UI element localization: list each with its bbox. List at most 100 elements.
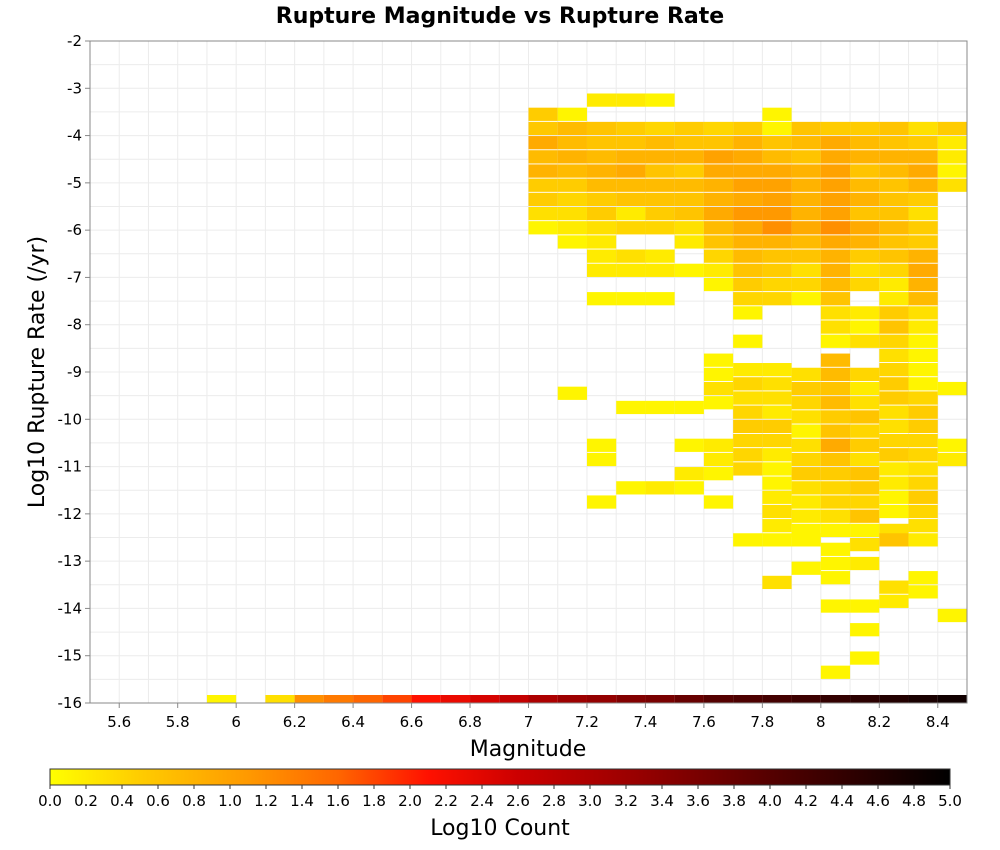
heatmap-cell	[850, 121, 880, 136]
heatmap-cell	[908, 150, 938, 164]
heatmap-cell	[879, 292, 909, 306]
heatmap-cell	[703, 178, 734, 192]
heatmap-cell	[674, 400, 704, 415]
heatmap-cell	[850, 537, 880, 552]
heatmap-cell	[820, 221, 851, 235]
colorbar-tick-label: 1.6	[326, 792, 350, 810]
heatmap-cell	[850, 150, 880, 164]
heatmap-cell	[791, 121, 821, 136]
heatmap-cell	[908, 334, 938, 348]
chart-title: Rupture Magnitude vs Rupture Rate	[276, 4, 724, 29]
heatmap-cell	[850, 623, 880, 637]
heatmap-cell	[908, 377, 938, 391]
heatmap-cell	[762, 192, 792, 207]
heatmap-cell	[762, 150, 792, 164]
heatmap-cell	[733, 150, 763, 164]
colorbar-label: Log10 Count	[430, 816, 570, 841]
heatmap-cell	[703, 381, 734, 396]
colorbar-tick-label: 1.8	[362, 792, 386, 810]
heatmap-cell	[586, 93, 617, 107]
heatmap-cell-bottom-row	[265, 695, 295, 703]
heatmap-cell	[762, 462, 792, 476]
colorbar	[49, 768, 951, 786]
heatmap-cell	[820, 178, 851, 192]
heatmap-cell	[850, 599, 880, 613]
colorbar-tick-label: 1.0	[218, 792, 242, 810]
heatmap-cell	[557, 192, 587, 207]
heatmap-cell	[908, 405, 938, 419]
heatmap-cell	[733, 306, 763, 320]
heatmap-cell	[645, 192, 675, 207]
heatmap-cell-bottom-row	[908, 695, 938, 703]
x-tick-label: 8.4	[926, 713, 950, 731]
heatmap-cell	[879, 263, 909, 277]
colorbar-tick-label: 3.4	[650, 792, 674, 810]
colorbar-tick-label: 0.4	[110, 792, 134, 810]
heatmap-cell-bottom-row	[353, 695, 383, 703]
heatmap-cell	[791, 221, 821, 235]
heatmap-cell	[850, 136, 880, 150]
heatmap-cell	[820, 438, 851, 452]
heatmap-cell	[762, 433, 792, 448]
heatmap-cell	[850, 495, 880, 509]
heatmap-cell	[586, 249, 617, 263]
y-tick-label: -5	[67, 174, 82, 192]
colorbar-tick-label: 4.4	[830, 792, 854, 810]
x-tick-label: 6.4	[341, 713, 365, 731]
heatmap-cell	[908, 433, 938, 448]
heatmap-cell	[879, 419, 909, 433]
heatmap-cell	[820, 353, 851, 367]
heatmap-cell	[908, 292, 938, 306]
heatmap-cell	[586, 178, 617, 192]
heatmap-cell	[762, 107, 792, 121]
heatmap-cell	[733, 221, 763, 235]
heatmap-cell	[850, 438, 880, 452]
heatmap-cell	[820, 481, 851, 495]
colorbar-tick-label: 3.2	[614, 792, 638, 810]
heatmap-cell	[616, 221, 646, 235]
heatmap-cell	[791, 277, 821, 292]
heatmap-cell	[791, 533, 821, 547]
heatmap-cell-bottom-row	[703, 695, 734, 703]
heatmap-cell	[762, 519, 792, 533]
heatmap-cell-bottom-row	[528, 695, 558, 703]
colorbar-tick-label: 4.2	[794, 792, 818, 810]
heatmap-cell	[791, 192, 821, 207]
heatmap-cell	[645, 221, 675, 235]
heatmap-cell	[937, 150, 967, 164]
heatmap-cell	[674, 164, 704, 178]
heatmap-cell	[908, 178, 938, 192]
heatmap-cell	[879, 580, 909, 594]
heatmap-cell	[557, 386, 587, 400]
heatmap-cell	[879, 448, 909, 462]
heatmap-cell	[850, 509, 880, 523]
heatmap-cell	[645, 249, 675, 263]
heatmap-cell	[762, 136, 792, 150]
heatmap-cell	[528, 178, 558, 192]
colorbar-tick-label: 3.6	[686, 792, 710, 810]
heatmap-cell	[908, 462, 938, 476]
x-tick-labels: 5.6 5.8 6 6.2 6.4 6.6 6.8 7 7.2 7.4 7.6 7.8 8 8.2 8.4	[107, 703, 950, 731]
heatmap-cell	[879, 334, 909, 348]
heatmap-cell	[850, 164, 880, 178]
heatmap-cell-bottom-row	[382, 695, 412, 703]
heatmap-cell	[586, 452, 617, 467]
heatmap-cell	[703, 277, 734, 292]
x-tick-label: 6.6	[400, 713, 424, 731]
y-axis-label: Log10 Rupture Rate (/yr)	[25, 236, 50, 508]
heatmap-cell	[762, 419, 792, 433]
heatmap-cell	[762, 164, 792, 178]
heatmap-cell	[820, 571, 851, 585]
colorbar-tick-labels: 0.0 0.2 0.4 0.6 0.8 1.0 1.2 1.4 1.6 1.8 2.0 2.2 2.4 2…	[38, 785, 962, 810]
heatmap-cell	[674, 206, 704, 221]
heatmap-cell	[791, 467, 821, 481]
heatmap-cell	[791, 249, 821, 263]
heatmap-cell	[820, 665, 851, 679]
heatmap-cell	[645, 150, 675, 164]
heatmap-cell	[586, 263, 617, 277]
heatmap-cell	[791, 150, 821, 164]
heatmap-cell	[879, 377, 909, 391]
heatmap-cell	[850, 396, 880, 410]
heatmap-cell	[850, 523, 880, 538]
colorbar-tick-label: 3.0	[578, 792, 602, 810]
